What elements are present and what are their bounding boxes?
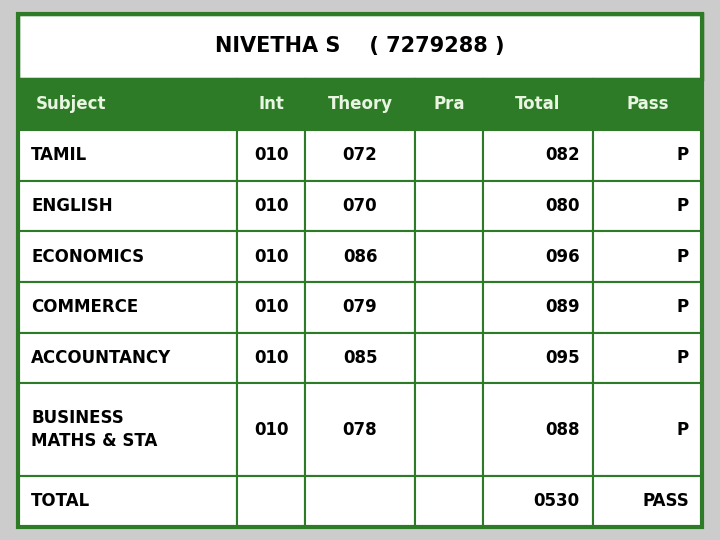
Text: P: P xyxy=(677,349,689,367)
Bar xyxy=(305,180,415,231)
Text: Theory: Theory xyxy=(328,96,392,113)
Bar xyxy=(18,282,237,333)
Text: 072: 072 xyxy=(343,146,377,164)
Text: 078: 078 xyxy=(343,421,377,438)
Text: ENGLISH: ENGLISH xyxy=(31,197,113,215)
Bar xyxy=(483,383,593,476)
Text: Pass: Pass xyxy=(626,96,669,113)
Bar xyxy=(237,231,305,282)
Bar xyxy=(593,282,702,333)
Text: ACCOUNTANCY: ACCOUNTANCY xyxy=(31,349,171,367)
Text: P: P xyxy=(677,421,689,438)
Text: 010: 010 xyxy=(254,247,288,266)
Text: TOTAL: TOTAL xyxy=(31,492,91,510)
Bar xyxy=(18,130,237,180)
Bar xyxy=(415,383,483,476)
Bar xyxy=(237,282,305,333)
Bar xyxy=(593,79,702,130)
Text: P: P xyxy=(677,197,689,215)
Text: Pra: Pra xyxy=(433,96,464,113)
Bar xyxy=(415,476,483,526)
Text: 095: 095 xyxy=(545,349,580,367)
Bar xyxy=(305,333,415,383)
Text: 088: 088 xyxy=(545,421,580,438)
Bar xyxy=(415,79,483,130)
Text: 070: 070 xyxy=(343,197,377,215)
Bar xyxy=(237,383,305,476)
Bar xyxy=(415,282,483,333)
Bar xyxy=(305,383,415,476)
Text: 082: 082 xyxy=(545,146,580,164)
Bar xyxy=(237,180,305,231)
Text: NIVETHA S    ( 7279288 ): NIVETHA S ( 7279288 ) xyxy=(215,36,505,56)
Bar xyxy=(483,282,593,333)
Text: 010: 010 xyxy=(254,298,288,316)
Text: P: P xyxy=(677,247,689,266)
Bar xyxy=(237,130,305,180)
Bar xyxy=(237,476,305,526)
Bar xyxy=(593,130,702,180)
Bar xyxy=(237,333,305,383)
Bar xyxy=(593,231,702,282)
Text: 010: 010 xyxy=(254,349,288,367)
Text: 089: 089 xyxy=(545,298,580,316)
Bar xyxy=(18,333,237,383)
Text: 096: 096 xyxy=(545,247,580,266)
Text: 086: 086 xyxy=(343,247,377,266)
Text: Total: Total xyxy=(515,96,561,113)
Bar xyxy=(483,333,593,383)
Bar xyxy=(483,476,593,526)
Text: P: P xyxy=(677,298,689,316)
Bar xyxy=(18,383,237,476)
Bar xyxy=(305,231,415,282)
Bar xyxy=(18,79,237,130)
Bar xyxy=(305,282,415,333)
Text: 079: 079 xyxy=(343,298,377,316)
Text: Int: Int xyxy=(258,96,284,113)
Bar xyxy=(415,130,483,180)
Bar xyxy=(305,476,415,526)
Bar xyxy=(18,476,237,526)
Text: TAMIL: TAMIL xyxy=(31,146,87,164)
Bar xyxy=(483,231,593,282)
Text: 085: 085 xyxy=(343,349,377,367)
Bar xyxy=(593,383,702,476)
Text: 010: 010 xyxy=(254,421,288,438)
Bar xyxy=(415,180,483,231)
Bar xyxy=(483,180,593,231)
Bar xyxy=(18,231,237,282)
Text: 080: 080 xyxy=(545,197,580,215)
Bar xyxy=(305,130,415,180)
Bar xyxy=(18,14,702,79)
Bar xyxy=(415,333,483,383)
Text: Subject: Subject xyxy=(35,96,106,113)
Text: 010: 010 xyxy=(254,146,288,164)
Bar xyxy=(593,180,702,231)
Bar xyxy=(593,333,702,383)
Bar xyxy=(18,180,237,231)
Text: ECONOMICS: ECONOMICS xyxy=(31,247,144,266)
Text: 0530: 0530 xyxy=(534,492,580,510)
Bar xyxy=(483,130,593,180)
Text: PASS: PASS xyxy=(642,492,689,510)
Bar xyxy=(415,231,483,282)
Bar xyxy=(305,79,415,130)
Text: 010: 010 xyxy=(254,197,288,215)
Bar xyxy=(237,79,305,130)
Bar xyxy=(593,476,702,526)
Text: COMMERCE: COMMERCE xyxy=(31,298,138,316)
Bar xyxy=(483,79,593,130)
Text: BUSINESS
MATHS & STA: BUSINESS MATHS & STA xyxy=(31,409,158,450)
Text: P: P xyxy=(677,146,689,164)
